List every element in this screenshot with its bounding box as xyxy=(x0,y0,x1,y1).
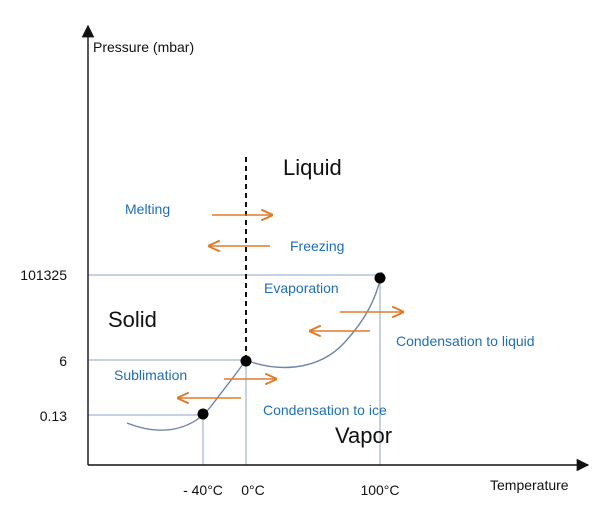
vaporization-curve xyxy=(245,271,383,369)
y-tick-label: 101325 xyxy=(20,267,67,283)
triple-point-low xyxy=(197,408,209,420)
guide-lines xyxy=(88,274,381,465)
process-label-condensation-liquid: Condensation to liquid xyxy=(396,333,535,349)
process-arrows xyxy=(178,215,403,398)
y-tick-label: 6 xyxy=(59,353,67,369)
process-label-sublimation: Sublimation xyxy=(114,367,187,383)
process-label-evaporation: Evaporation xyxy=(264,280,339,296)
x-tick-label: 0°C xyxy=(241,482,265,498)
phase-label-liquid: Liquid xyxy=(283,155,342,180)
triple-point xyxy=(240,355,252,367)
x-axis-title: Temperature xyxy=(490,477,569,493)
phase-label-solid: Solid xyxy=(108,307,157,332)
x-tick-label: 100°C xyxy=(360,482,399,498)
process-label-freezing: Freezing xyxy=(290,238,344,254)
process-label-condensation-ice: Condensation to ice xyxy=(263,402,387,418)
process-label-melting: Melting xyxy=(125,201,170,217)
boiling-point xyxy=(374,272,386,284)
y-tick-label: 0.13 xyxy=(40,408,67,424)
sublimation-curve xyxy=(126,359,247,431)
x-tick-label: - 40°C xyxy=(183,482,223,498)
y-axis-title: Pressure (mbar) xyxy=(93,39,194,55)
phase-label-vapor: Vapor xyxy=(335,423,392,448)
